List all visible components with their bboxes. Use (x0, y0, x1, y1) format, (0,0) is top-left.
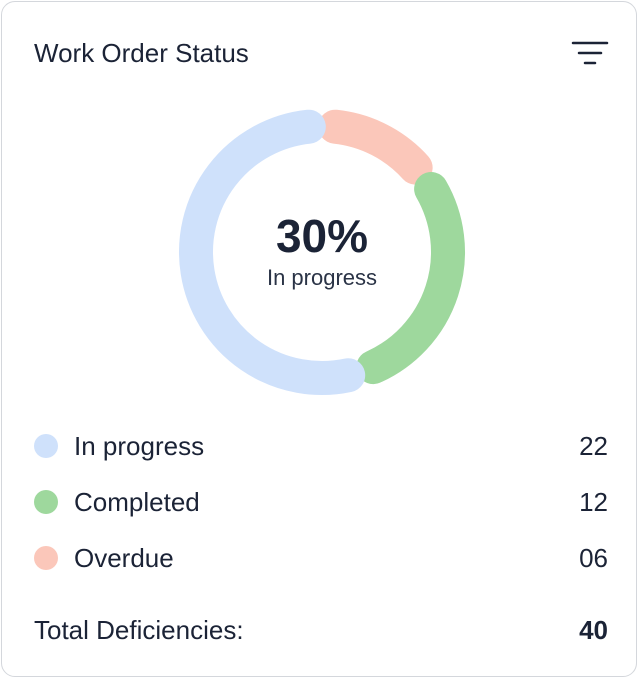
donut-chart (179, 109, 465, 395)
legend-dot (34, 546, 58, 570)
total-value: 40 (579, 615, 608, 645)
legend-value: 12 (579, 487, 608, 517)
legend-item-in-progress: In progress 22 (34, 428, 610, 464)
segment-overdue (318, 109, 433, 185)
card-title: Work Order Status (34, 38, 249, 68)
legend-item-completed: Completed 12 (34, 484, 610, 520)
filter-icon (571, 41, 609, 65)
legend-label: Overdue (74, 543, 174, 573)
legend-dot (34, 434, 58, 458)
legend-label: Completed (74, 487, 200, 517)
legend-value: 22 (579, 431, 608, 461)
donut-center-value: 30% (275, 210, 369, 262)
segment-completed (356, 172, 465, 385)
donut-center-label: In progress (266, 265, 378, 290)
total-label: Total Deficiencies: (34, 615, 244, 645)
legend-value: 06 (579, 543, 608, 573)
legend-item-overdue: Overdue 06 (34, 540, 610, 576)
segment-in-progress (179, 109, 366, 395)
legend-dot (34, 490, 58, 514)
total-deficiencies-row: Total Deficiencies: 40 (34, 612, 610, 648)
filter-button[interactable] (570, 38, 610, 70)
legend-label: In progress (74, 431, 205, 461)
